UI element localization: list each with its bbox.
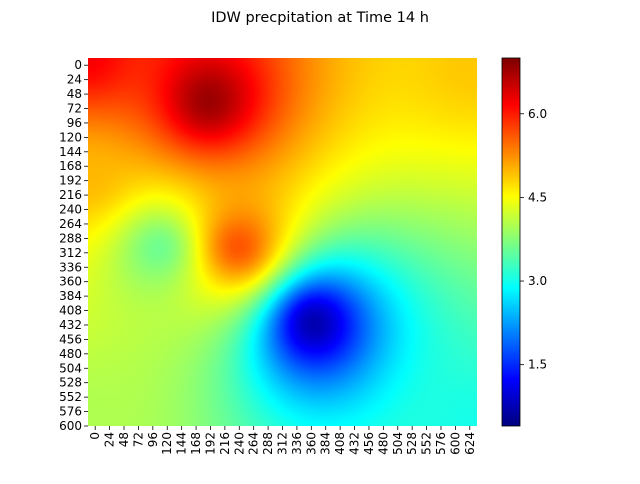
colorbar-axis: 1.5 3.0 4.5 6.0 [501, 57, 547, 427]
y-tick-label: 240 [59, 203, 82, 217]
y-tick-label: 384 [59, 289, 82, 303]
x-tick-label: 408 [333, 432, 347, 455]
y-tick-label: 0 [74, 58, 82, 72]
y-tick-label: 552 [59, 390, 82, 404]
y-axis: 0244872961201441681922162402642883123363… [59, 58, 88, 433]
x-tick-label: 192 [203, 432, 217, 455]
y-tick-label: 456 [59, 332, 82, 346]
colorbar-tick-label: 1.5 [528, 358, 547, 372]
x-tick-label: 504 [391, 432, 405, 455]
x-tick-label: 72 [131, 432, 145, 447]
y-tick-label: 360 [59, 275, 82, 289]
y-tick-label: 432 [59, 318, 82, 332]
x-tick-label: 552 [420, 432, 434, 455]
x-tick-label: 624 [463, 432, 477, 455]
x-tick-label: 24 [103, 432, 117, 447]
y-tick-label: 216 [59, 188, 82, 202]
x-tick-label: 312 [276, 432, 290, 455]
y-tick-label: 48 [67, 87, 82, 101]
y-tick-label: 72 [67, 102, 82, 116]
y-tick-label: 120 [59, 130, 82, 144]
x-tick-label: 144 [175, 432, 189, 455]
y-tick-label: 408 [59, 304, 82, 318]
y-tick-label: 96 [67, 116, 82, 130]
y-tick-label: 144 [59, 145, 82, 159]
x-tick-label: 600 [448, 432, 462, 455]
colorbar-tick-label: 6.0 [528, 107, 547, 121]
x-tick-label: 528 [405, 432, 419, 455]
y-tick-label: 288 [59, 231, 82, 245]
y-tick-label: 312 [59, 246, 82, 260]
heatmap-image [88, 58, 477, 426]
y-tick-label: 528 [59, 376, 82, 390]
x-tick-label: 360 [304, 432, 318, 455]
x-tick-label: 576 [434, 432, 448, 455]
x-tick-label: 384 [319, 432, 333, 455]
x-tick-label: 240 [232, 432, 246, 455]
x-tick-label: 96 [146, 432, 160, 447]
x-tick-label: 288 [261, 432, 275, 455]
colorbar-tick-label: 3.0 [528, 274, 547, 288]
colorbar [502, 58, 520, 426]
x-tick-label: 168 [189, 432, 203, 455]
chart-title: IDW precpitation at Time 14 h [211, 10, 429, 26]
colorbar-tick-label: 4.5 [528, 190, 547, 204]
y-tick-label: 24 [67, 73, 82, 87]
x-axis: 0 24 48 72 96 120 144 168 192 216 240 264 288 312 336 3… [88, 426, 477, 455]
y-tick-label: 504 [59, 361, 82, 375]
y-tick-label: 600 [59, 419, 82, 433]
y-tick-label: 336 [59, 260, 82, 274]
x-tick-label: 0 [88, 432, 102, 440]
x-tick-label: 432 [348, 432, 362, 455]
colorbar-frame [501, 57, 521, 427]
y-tick-label: 480 [59, 347, 82, 361]
x-tick-label: 264 [247, 432, 261, 455]
y-tick-label: 264 [59, 217, 82, 231]
y-tick-label: 576 [59, 405, 82, 419]
x-tick-label: 480 [376, 432, 390, 455]
x-tick-label: 48 [117, 432, 131, 447]
y-tick-label: 192 [59, 174, 82, 188]
x-tick-label: 216 [218, 432, 232, 455]
x-tick-label: 120 [160, 432, 174, 455]
y-tick-label: 168 [59, 159, 82, 173]
x-tick-label: 456 [362, 432, 376, 455]
x-tick-label: 336 [290, 432, 304, 455]
